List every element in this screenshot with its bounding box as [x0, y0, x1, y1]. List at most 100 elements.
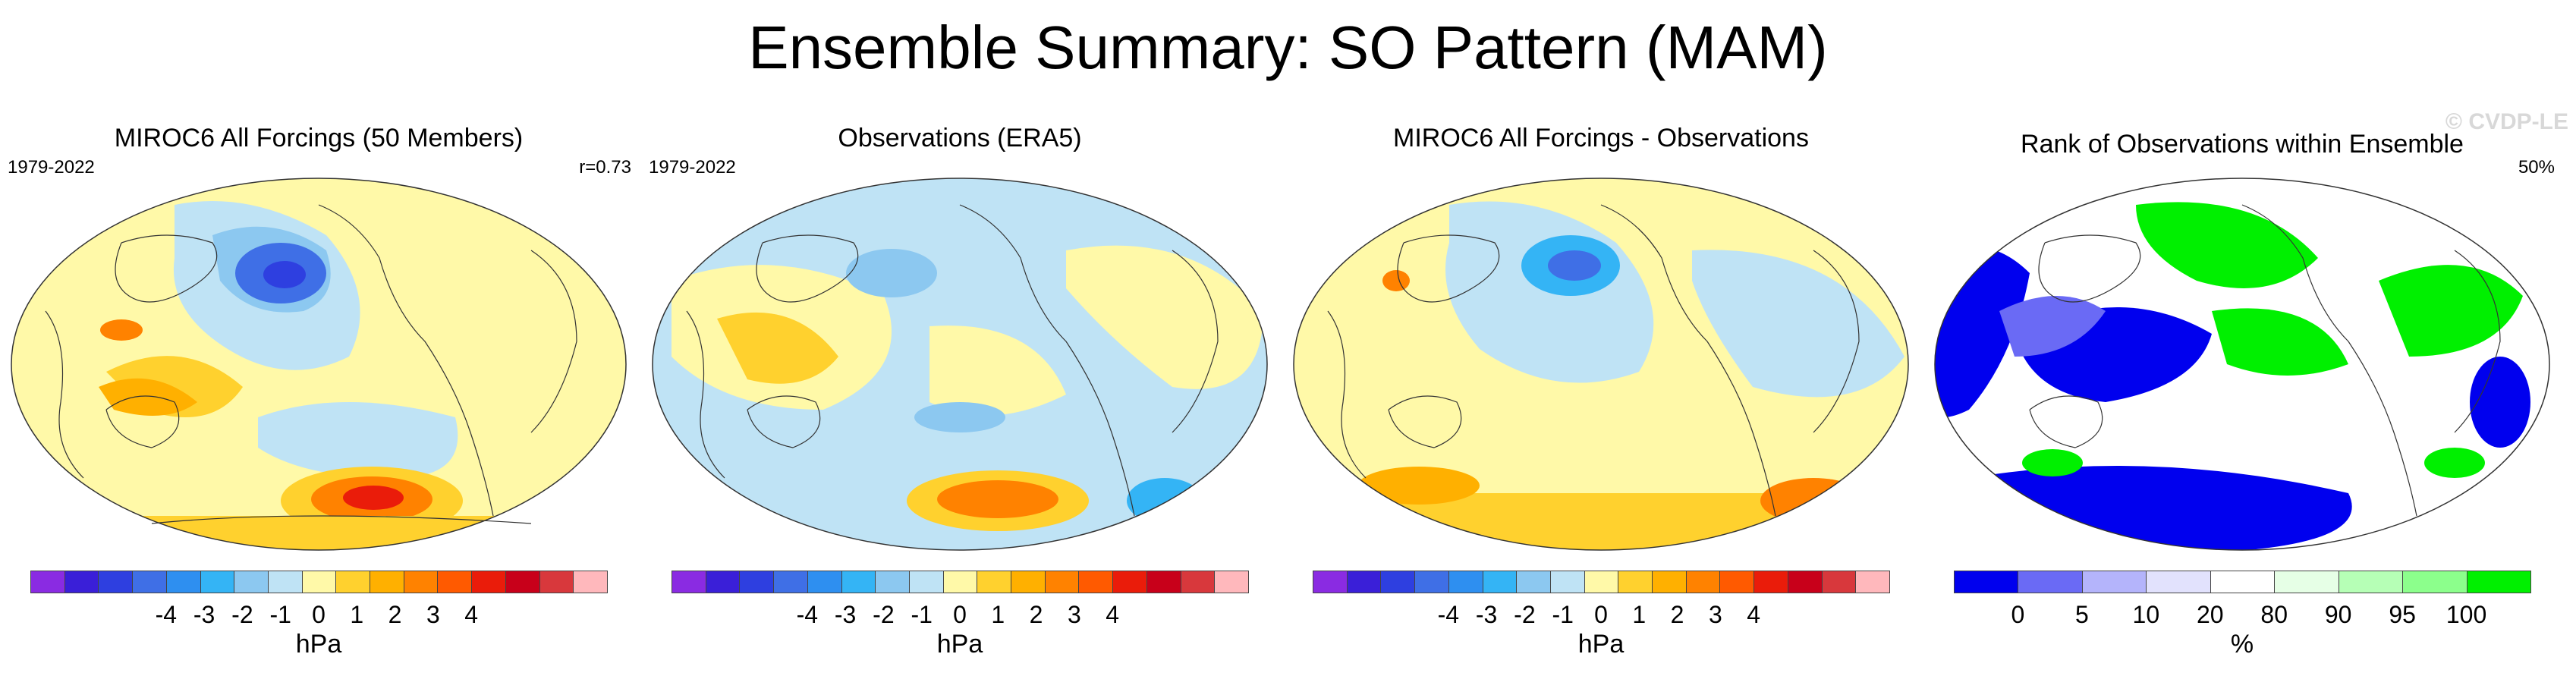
coastlines: [1327, 204, 1860, 517]
contour-negative: [258, 402, 458, 478]
colorbar-unit-label: hPa: [295, 630, 342, 659]
colorbar-tick-label: 20: [2196, 601, 2224, 628]
colorbar-swatch: [1516, 571, 1551, 593]
map-border: [11, 178, 627, 551]
colorbar-swatch: [1346, 571, 1382, 593]
colorbar-swatch: [875, 571, 910, 593]
panel-title: MIROC6 All Forcings (50 Members): [114, 124, 524, 152]
contour-negative: [846, 249, 937, 297]
colorbar-anomaly: -4 -3 -2 -1 0 1 2 3 4 hPa: [30, 571, 608, 662]
colorbar-tick-label: -3: [1475, 601, 1498, 628]
colorbar-tick-label: 0: [2011, 601, 2025, 628]
contour-positive: [937, 480, 1058, 518]
colorbar-swatch: [1448, 571, 1483, 593]
contour-positive: [717, 312, 838, 384]
colorbar-tick-label: 0: [953, 601, 967, 628]
colorbar-tick-label: 2: [388, 601, 402, 628]
rank-region-high: [2379, 265, 2523, 357]
colorbar-swatch: [773, 571, 808, 593]
colorbar-tick-label: 0: [312, 601, 326, 628]
colorbar-tick-label: 4: [1747, 601, 1761, 628]
map-border: [652, 178, 1268, 551]
colorbar-swatch: [942, 571, 978, 593]
colorbar-swatch: [471, 571, 506, 593]
rank-summary-label: 50%: [2518, 157, 2555, 178]
colorbar-swatch: [200, 571, 235, 593]
colorbar-swatch: [1618, 571, 1653, 593]
panel-title: Rank of Observations within Ensemble: [2021, 130, 2464, 159]
contour-negative: [263, 261, 306, 288]
panel-difference: MIROC6 All Forcings - Observations -4 -3 -…: [1282, 114, 1920, 675]
colorbar-swatch: [437, 571, 473, 593]
colorbar-tick-label: 3: [426, 601, 440, 628]
colorbar-tick-label: 95: [2389, 601, 2416, 628]
colorbar-tick-label: 2: [1029, 601, 1043, 628]
rank-region-high: [2136, 202, 2318, 288]
contour-positive: [343, 486, 404, 510]
colorbar-swatch: [165, 571, 201, 593]
colorbar-tick-label: -1: [269, 601, 291, 628]
colorbar-swatch: [2210, 571, 2276, 593]
colorbar-tick-label: 80: [2260, 601, 2288, 628]
colorbar-swatch: [1044, 571, 1080, 593]
colorbar-unit-label: hPa: [1577, 630, 1625, 659]
contour-positive: [11, 516, 626, 550]
colorbar-tick-label: 1: [991, 601, 1005, 628]
watermark: © CVDP-LE: [2445, 109, 2568, 134]
colorbar-tick-label: 5: [2074, 601, 2089, 628]
rank-region-high: [2212, 308, 2348, 376]
colorbar-swatch: [977, 571, 1012, 593]
colorbar-swatch: [1313, 571, 1348, 593]
colorbar-swatch: [672, 571, 706, 593]
map-border: [1293, 178, 1909, 551]
colorbar-swatch: [1754, 571, 1788, 593]
colorbar-tick-label: -1: [911, 601, 933, 628]
colorbar-swatch: [1719, 571, 1755, 593]
panel-model: MIROC6 All Forcings (50 Members) 1979-20…: [0, 114, 637, 675]
colorbar-tick-label: 3: [1708, 601, 1722, 628]
rank-region-low: [2470, 357, 2530, 448]
figure-title: Ensemble Summary: SO Pattern (MAM): [748, 14, 1828, 81]
colorbar-tick-label: 100: [2445, 601, 2487, 628]
colorbar-swatch: [1214, 571, 1249, 593]
contour-positive: [1066, 245, 1263, 389]
colorbar-swatch: [1180, 571, 1216, 593]
colorbar-tick-label: -1: [1552, 601, 1574, 628]
colorbar-unit-label: %: [2230, 630, 2254, 659]
coastlines: [45, 204, 577, 524]
colorbar-swatch: [2274, 571, 2339, 593]
colorbar-swatch: [807, 571, 842, 593]
colorbar-tick-label: 0: [1594, 601, 1608, 628]
coastlines: [686, 204, 1219, 517]
panel-rank: © CVDP-LE Rank of Observations within En…: [1923, 109, 2568, 675]
panel-title: Observations (ERA5): [838, 124, 1082, 152]
map-border: [1934, 178, 2550, 551]
colorbar-swatch: [1482, 571, 1518, 593]
contour-positive: [1358, 467, 1480, 505]
colorbar-tick-label: 2: [1670, 601, 1684, 628]
colorbar-swatch: [335, 571, 371, 593]
colorbar-swatch: [1078, 571, 1114, 593]
colorbar-swatch: [1855, 571, 1890, 593]
contour-positive: [1382, 270, 1410, 291]
colorbar-swatch: [1146, 571, 1181, 593]
colorbar-swatch: [1954, 571, 2019, 593]
colorbar-swatch: [505, 571, 540, 593]
colorbar-swatch: [1821, 571, 1857, 593]
colorbar-swatch: [539, 571, 574, 593]
colorbar-swatch: [1112, 571, 1147, 593]
colorbar-swatch: [2146, 571, 2211, 593]
panel-title: MIROC6 All Forcings - Observations: [1393, 124, 1809, 152]
colorbar-anomaly: -4 -3 -2 -1 0 1 2 3 4 hPa: [1313, 571, 1890, 662]
contour-positive: [929, 325, 1066, 416]
colorbar-swatch: [64, 571, 99, 593]
rank-region-high: [2424, 448, 2485, 478]
contour-negative: [1127, 478, 1203, 524]
colorbar-tick-label: 4: [464, 601, 479, 628]
colorbar-anomaly: -4 -3 -2 -1 0 1 2 3 4 hPa: [672, 571, 1249, 662]
colorbar-swatch: [1549, 571, 1585, 593]
coastlines: [2029, 204, 2501, 517]
colorbar-tick-label: 1: [350, 601, 364, 628]
colorbar-tick-label: -4: [1437, 601, 1460, 628]
colorbar-rank: 0 5 10 20 80 90 95 100%: [1954, 571, 2531, 662]
